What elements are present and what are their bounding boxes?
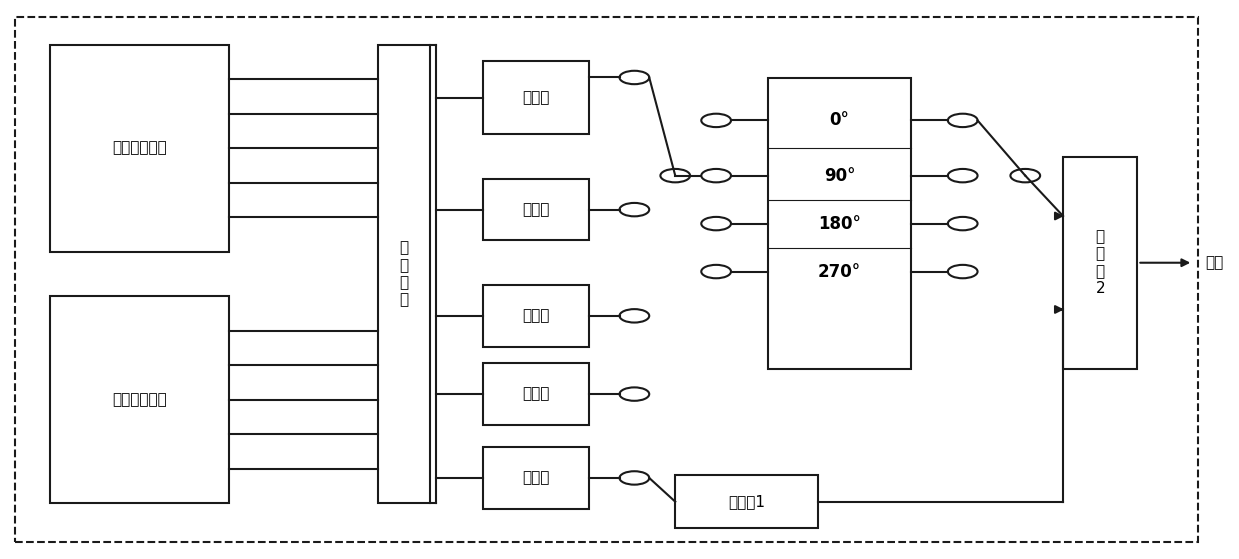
Text: 合路器1: 合路器1	[729, 494, 764, 509]
FancyBboxPatch shape	[378, 45, 430, 503]
Text: 功分器: 功分器	[522, 387, 550, 401]
Text: 有源折叠天线: 有源折叠天线	[112, 392, 167, 407]
Text: 270°: 270°	[818, 263, 861, 281]
FancyBboxPatch shape	[483, 179, 589, 240]
FancyBboxPatch shape	[50, 296, 229, 503]
Text: 功分器: 功分器	[522, 91, 550, 105]
FancyBboxPatch shape	[768, 78, 911, 369]
Text: 90°: 90°	[824, 167, 855, 184]
FancyBboxPatch shape	[675, 475, 818, 528]
Text: 功分器: 功分器	[522, 471, 550, 485]
Text: 印刷微带天线: 印刷微带天线	[112, 141, 167, 155]
Text: 0°: 0°	[829, 111, 850, 130]
FancyBboxPatch shape	[483, 285, 589, 347]
FancyBboxPatch shape	[483, 447, 589, 509]
FancyBboxPatch shape	[50, 45, 229, 252]
Text: 输出: 输出	[1206, 255, 1224, 270]
Text: 射
频
开
关: 射 频 开 关	[399, 240, 409, 307]
FancyBboxPatch shape	[483, 61, 589, 134]
Text: 180°: 180°	[818, 215, 861, 233]
Text: 功分器: 功分器	[522, 309, 550, 323]
FancyBboxPatch shape	[1063, 157, 1137, 369]
Text: 合
路
器
2: 合 路 器 2	[1095, 229, 1105, 296]
FancyBboxPatch shape	[483, 363, 589, 425]
Text: 功分器: 功分器	[522, 202, 550, 217]
FancyBboxPatch shape	[15, 17, 1198, 542]
